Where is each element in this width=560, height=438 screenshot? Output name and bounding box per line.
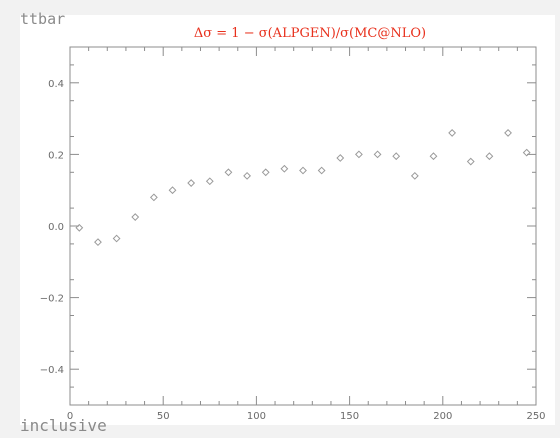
x-tick-labels: 0 50 100 150 200 250 [67, 411, 546, 422]
data-point [466, 157, 475, 166]
data-point [187, 179, 196, 187]
data-point [410, 171, 419, 180]
data-point [205, 177, 214, 186]
data-point [149, 193, 158, 202]
data-point [522, 148, 531, 157]
axis-ticks [69, 47, 537, 405]
x-tick-label: 0 [67, 411, 73, 422]
data-point [94, 238, 102, 247]
data-point [243, 171, 251, 180]
data-point [317, 166, 326, 175]
data-point [168, 186, 177, 195]
corner-label: ttbar [20, 10, 65, 28]
y-tick-label: 0.2 [48, 150, 64, 161]
data-point [75, 223, 84, 232]
data-point [504, 129, 512, 137]
y-tick-label: −0.4 [40, 365, 64, 376]
data-point [373, 150, 382, 159]
bottom-label: inclusive [20, 416, 107, 435]
data-point [224, 168, 233, 177]
data-point [355, 150, 363, 159]
y-tick-label: 0.4 [48, 79, 64, 90]
y-tick-label: 0.0 [48, 222, 64, 233]
data-point [261, 168, 270, 177]
data-point [131, 213, 140, 221]
plot-panel [20, 15, 555, 425]
x-tick-label: 150 [340, 411, 359, 422]
data-point [299, 166, 307, 175]
data-point [429, 152, 438, 161]
data-point [336, 154, 345, 162]
x-tick-label: 50 [157, 411, 170, 422]
x-tick-label: 100 [247, 411, 266, 422]
data-point [280, 164, 289, 173]
data-point [448, 129, 457, 137]
x-tick-label: 250 [526, 411, 545, 422]
data-point [112, 234, 121, 243]
x-tick-label: 200 [433, 411, 452, 422]
data-points [75, 129, 531, 247]
y-tick-labels: −0.4 −0.2 0.0 0.2 0.4 [40, 79, 64, 376]
chart-title: Δσ = 1 − σ(ALPGEN)/σ(MC@NLO) [194, 26, 426, 41]
data-point [485, 152, 494, 161]
y-tick-label: −0.2 [40, 294, 64, 305]
data-point [392, 152, 401, 161]
